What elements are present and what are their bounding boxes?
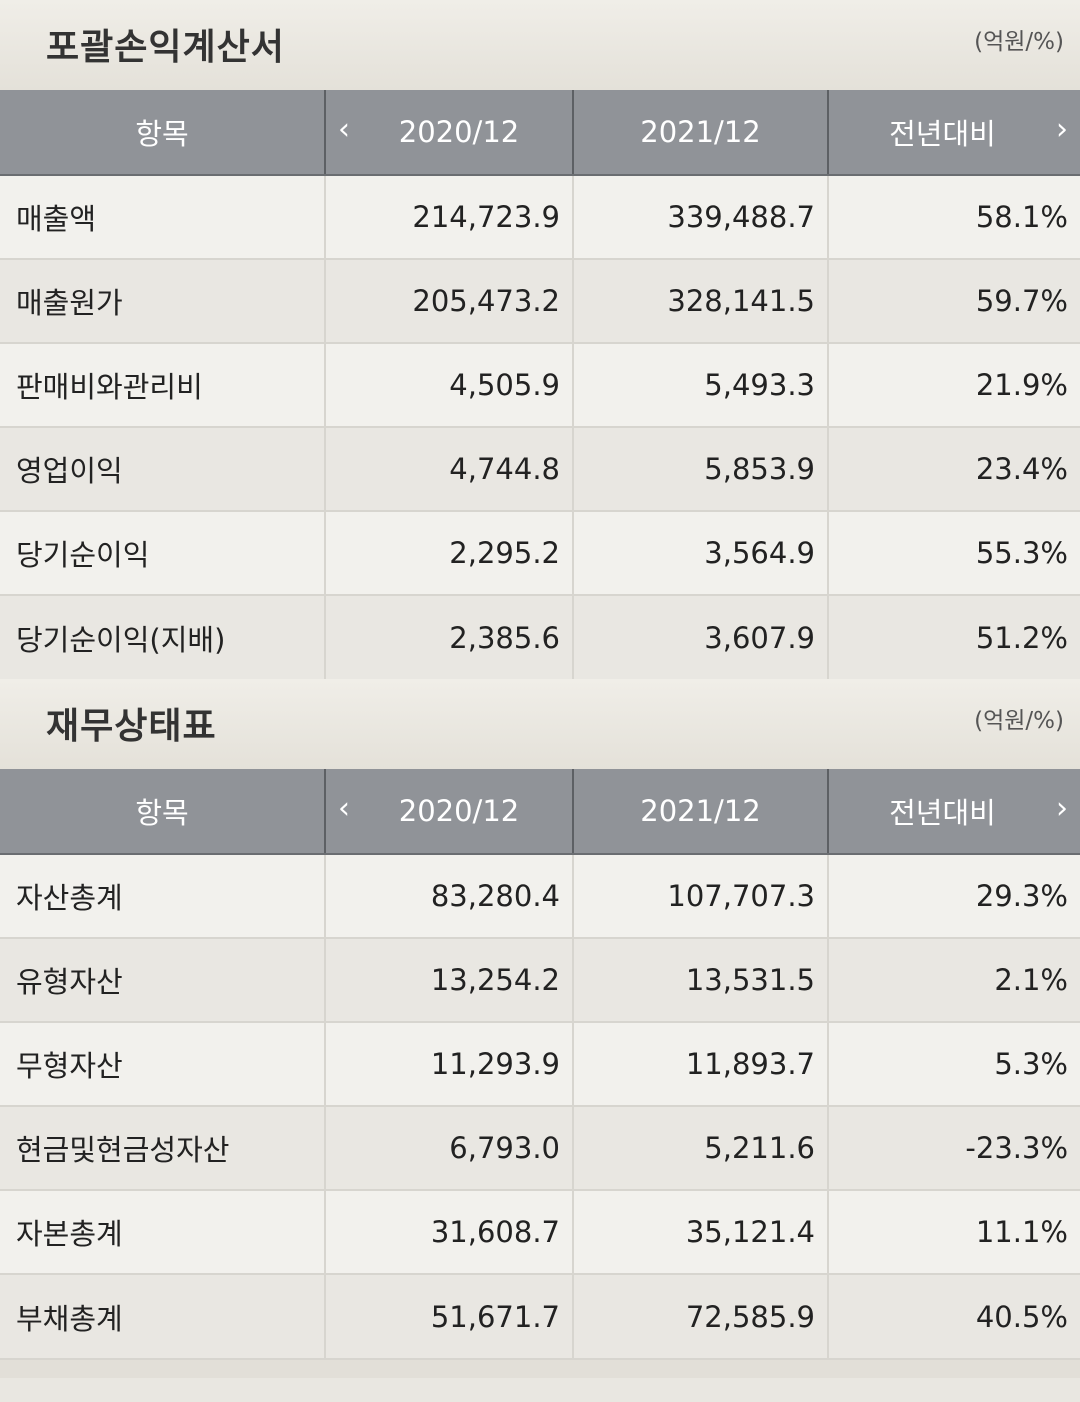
value-2020: 2,385.6 (324, 594, 573, 679)
row-label: 무형자산 (0, 1021, 325, 1106)
value-2020: 6,793.0 (324, 1105, 573, 1190)
row-label: 현금및현금성자산 (0, 1105, 325, 1190)
value-2021: 13,531.5 (572, 937, 828, 1022)
table-row: 부채총계 51,671.7 72,585.9 40.5% (0, 1273, 1080, 1358)
table-row: 판매비와관리비 4,505.9 5,493.3 21.9% (0, 342, 1080, 427)
value-2020: 83,280.4 (324, 853, 573, 938)
value-yoy: 51.2% (827, 594, 1080, 679)
income-statement-header-row: 항목 ‹ 2020/12 2021/12 전년대비 › (0, 90, 1080, 176)
column-header-item: 항목 (0, 90, 325, 176)
balance-sheet-header: 재무상태표 (억원/%) (0, 679, 1080, 769)
column-header-item: 항목 (0, 769, 325, 855)
table-row: 당기순이익 2,295.2 3,564.9 55.3% (0, 510, 1080, 595)
chevron-left-icon[interactable]: ‹ (338, 791, 350, 826)
value-2021: 11,893.7 (572, 1021, 828, 1106)
value-2021: 5,853.9 (572, 426, 828, 511)
table-row: 매출원가 205,473.2 328,141.5 59.7% (0, 258, 1080, 343)
value-yoy: 2.1% (827, 937, 1080, 1022)
table-row: 매출액 214,723.9 339,488.7 58.1% (0, 174, 1080, 259)
table-row: 당기순이익(지배) 2,385.6 3,607.9 51.2% (0, 594, 1080, 679)
value-yoy: 58.1% (827, 174, 1080, 259)
balance-sheet-table: 항목 ‹ 2020/12 2021/12 전년대비 › 자산총계 83,280.4… (0, 769, 1080, 1358)
column-header-yoy-label: 전년대비 (889, 117, 996, 151)
column-header-yoy-label: 전년대비 (889, 796, 996, 830)
value-2021: 107,707.3 (572, 853, 828, 938)
value-2021: 3,607.9 (572, 594, 828, 679)
table-row: 무형자산 11,293.9 11,893.7 5.3% (0, 1021, 1080, 1106)
column-header-yoy: 전년대비 › (827, 90, 1080, 176)
value-2021: 5,211.6 (572, 1105, 828, 1190)
value-2020: 205,473.2 (324, 258, 573, 343)
balance-sheet-header-row: 항목 ‹ 2020/12 2021/12 전년대비 › (0, 769, 1080, 855)
table-row: 영업이익 4,744.8 5,853.9 23.4% (0, 426, 1080, 511)
chevron-right-icon[interactable]: › (1056, 112, 1068, 147)
value-2020: 4,505.9 (324, 342, 573, 427)
table-row: 현금및현금성자산 6,793.0 5,211.6 -23.3% (0, 1105, 1080, 1190)
column-header-yoy: 전년대비 › (827, 769, 1080, 855)
value-yoy: 40.5% (827, 1273, 1080, 1358)
value-yoy: 55.3% (827, 510, 1080, 595)
income-statement-unit: (억원/%) (974, 29, 1064, 55)
balance-sheet-body: 자산총계 83,280.4 107,707.3 29.3% 유형자산 13,254.2 13… (0, 853, 1080, 1358)
balance-sheet-title: 재무상태표 (46, 706, 217, 747)
value-yoy: 21.9% (827, 342, 1080, 427)
income-statement-title: 포괄손익계산서 (46, 27, 285, 68)
value-2020: 13,254.2 (324, 937, 573, 1022)
value-2021: 3,564.9 (572, 510, 828, 595)
row-label: 매출액 (0, 174, 325, 259)
income-statement-body: 매출액 214,723.9 339,488.7 58.1% 매출원가 205,473.2 3… (0, 174, 1080, 679)
value-2020: 11,293.9 (324, 1021, 573, 1106)
value-yoy: 59.7% (827, 258, 1080, 343)
column-header-2020-label: 2020/12 (398, 115, 520, 149)
value-yoy: -23.3% (827, 1105, 1080, 1190)
income-statement-header: 포괄손익계산서 (억원/%) (0, 0, 1080, 90)
value-2021: 35,121.4 (572, 1189, 828, 1274)
value-2021: 339,488.7 (572, 174, 828, 259)
row-label: 매출원가 (0, 258, 325, 343)
value-2020: 2,295.2 (324, 510, 573, 595)
table-row: 유형자산 13,254.2 13,531.5 2.1% (0, 937, 1080, 1022)
value-2020: 31,608.7 (324, 1189, 573, 1274)
value-2021: 328,141.5 (572, 258, 828, 343)
column-header-2020: ‹ 2020/12 (324, 769, 573, 855)
value-2021: 5,493.3 (572, 342, 828, 427)
value-2020: 51,671.7 (324, 1273, 573, 1358)
row-label: 자산총계 (0, 853, 325, 938)
value-2021: 72,585.9 (572, 1273, 828, 1358)
value-yoy: 23.4% (827, 426, 1080, 511)
income-statement-table: 항목 ‹ 2020/12 2021/12 전년대비 › 매출액 214,723.9… (0, 90, 1080, 679)
row-label: 당기순이익(지배) (0, 594, 325, 679)
chevron-left-icon[interactable]: ‹ (338, 112, 350, 147)
row-label: 영업이익 (0, 426, 325, 511)
column-header-2020: ‹ 2020/12 (324, 90, 573, 176)
table-row: 자본총계 31,608.7 35,121.4 11.1% (0, 1189, 1080, 1274)
value-yoy: 29.3% (827, 853, 1080, 938)
value-2020: 4,744.8 (324, 426, 573, 511)
row-label: 부채총계 (0, 1273, 325, 1358)
chevron-right-icon[interactable]: › (1056, 791, 1068, 826)
value-yoy: 11.1% (827, 1189, 1080, 1274)
balance-sheet-unit: (억원/%) (974, 708, 1064, 734)
bottom-divider (0, 1358, 1080, 1378)
table-row: 자산총계 83,280.4 107,707.3 29.3% (0, 853, 1080, 938)
row-label: 유형자산 (0, 937, 325, 1022)
column-header-2021: 2021/12 (572, 769, 828, 855)
column-header-2021: 2021/12 (572, 90, 828, 176)
row-label: 자본총계 (0, 1189, 325, 1274)
row-label: 판매비와관리비 (0, 342, 325, 427)
value-2020: 214,723.9 (324, 174, 573, 259)
value-yoy: 5.3% (827, 1021, 1080, 1106)
column-header-2020-label: 2020/12 (398, 794, 520, 828)
row-label: 당기순이익 (0, 510, 325, 595)
